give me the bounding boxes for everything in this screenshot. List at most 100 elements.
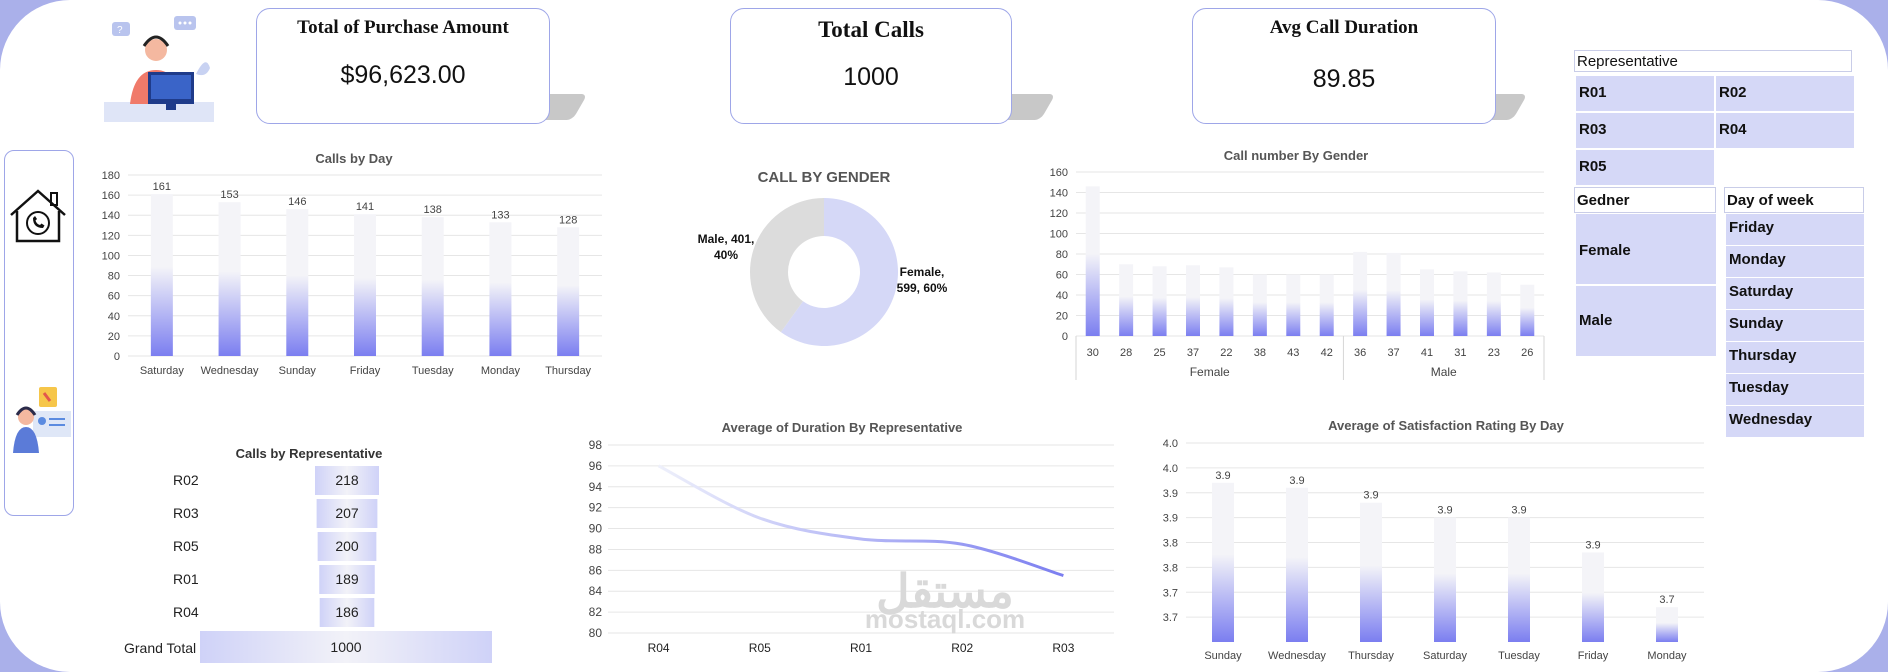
kpi-calls-card: Total Calls 1000	[730, 8, 1012, 124]
bar	[218, 202, 241, 356]
bar	[1420, 269, 1434, 336]
data-bar	[315, 466, 379, 495]
data-label: 40%	[714, 248, 738, 262]
slicer-item-sunday[interactable]: Sunday	[1726, 310, 1864, 341]
home-phone-icon[interactable]	[7, 185, 69, 247]
y-tick-label: 0	[114, 351, 120, 363]
kpi-duration-title: Avg Call Duration	[1269, 17, 1419, 38]
group-label: Male	[1431, 365, 1457, 379]
y-tick-label: 92	[589, 501, 603, 515]
data-label: 3.9	[1511, 505, 1526, 517]
kpi-purchase-value: $96,623.00	[340, 61, 466, 89]
slicer-item-tuesday[interactable]: Tuesday	[1726, 374, 1864, 405]
kpi-duration-card: Avg Call Duration 89.85	[1192, 8, 1496, 124]
call-by-gender-chart: CALL BY GENDER Male, 401, 40% Female, 599, 6…	[698, 169, 948, 346]
y-tick-label: 3.7	[1163, 612, 1178, 624]
x-tick-label: Friday	[1578, 650, 1609, 662]
data-label: Female,	[900, 265, 945, 279]
row-value: 186	[335, 604, 359, 620]
x-tick-label: 30	[1087, 347, 1099, 359]
day-slicer-title: Day of week	[1724, 187, 1864, 213]
kpi-purchase-card: Total of Purchase Amount $96,623.00	[256, 8, 550, 124]
x-tick-label: Sunday	[1204, 650, 1242, 662]
row-label: R05	[173, 538, 199, 554]
data-bar	[200, 631, 492, 663]
calls-by-representative-table: Calls by Representative R02 218 R03 207 R05 20…	[124, 446, 492, 663]
chart-title: CALL BY GENDER	[758, 169, 891, 186]
kpi-calls-title: Total Calls	[818, 17, 924, 42]
chart-title: Call number By Gender	[1224, 148, 1368, 163]
slicer-item-r02[interactable]: R02	[1716, 76, 1854, 111]
bar	[1319, 274, 1334, 336]
slicer-item-r01[interactable]: R01	[1576, 76, 1714, 111]
slicer-item-saturday[interactable]: Saturday	[1726, 278, 1864, 309]
gender-slicer-title: Gedner	[1574, 187, 1716, 213]
y-tick-label: 40	[1056, 290, 1068, 302]
row-value: 200	[335, 538, 359, 554]
data-bar	[317, 532, 377, 561]
y-tick-label: 100	[1050, 229, 1068, 241]
x-tick-label: 36	[1354, 347, 1366, 359]
slicer-item-r05[interactable]: R05	[1576, 150, 1714, 185]
avg-satisfaction-by-day-chart: Average of Satisfaction Rating By Day 3.7…	[1163, 418, 1704, 662]
x-tick-label: R04	[648, 641, 670, 655]
y-tick-label: 84	[589, 584, 603, 598]
data-label: 3.9	[1437, 505, 1452, 517]
slicer-item-friday[interactable]: Friday	[1726, 214, 1864, 245]
data-label: 161	[153, 181, 171, 193]
x-tick-label: Saturday	[1423, 650, 1468, 662]
call-number-by-gender-chart: Call number By Gender 0 20 40 60 80 100 120 140 1…	[1050, 148, 1545, 380]
x-tick-label: 22	[1220, 347, 1232, 359]
bar	[150, 194, 173, 356]
bar	[1286, 487, 1308, 642]
data-label: 3.7	[1659, 594, 1674, 606]
y-tick-label: 160	[1050, 167, 1068, 179]
data-label: 138	[424, 204, 442, 216]
x-tick-label: 41	[1421, 347, 1433, 359]
bar	[354, 214, 376, 356]
bar	[1119, 264, 1134, 336]
x-tick-label: 37	[1187, 347, 1199, 359]
bar	[1582, 552, 1604, 642]
y-tick-label: 20	[108, 331, 120, 343]
y-tick-label: 4.0	[1163, 463, 1178, 475]
watermark: مستقل mostaql.com	[850, 568, 1040, 632]
row-label: R03	[173, 505, 199, 521]
kpi-duration-value: 89.85	[1312, 65, 1376, 93]
x-tick-label: 26	[1521, 347, 1533, 359]
y-tick-label: 0	[1062, 331, 1068, 343]
x-tick-label: Thursday	[545, 365, 591, 377]
slicer-item-thursday[interactable]: Thursday	[1726, 342, 1864, 373]
y-tick-label: 120	[102, 230, 120, 242]
bar	[1520, 284, 1535, 336]
x-tick-label: Wednesday	[201, 365, 259, 377]
kpi-purchase-title: Total of Purchase Amount	[297, 17, 509, 38]
bar	[1152, 266, 1167, 336]
bar	[1085, 186, 1100, 336]
slicer-item-r04[interactable]: R04	[1716, 113, 1854, 148]
data-label: 128	[559, 214, 577, 226]
side-panel	[4, 150, 74, 516]
support-agent-icon: ?	[104, 16, 214, 122]
y-tick-label: 88	[589, 542, 603, 556]
x-tick-label: Saturday	[140, 365, 185, 377]
slicer-item-male[interactable]: Male	[1576, 286, 1716, 356]
kpi-calls-value: 1000	[843, 63, 899, 91]
y-tick-label: 160	[102, 190, 120, 202]
x-tick-label: 23	[1488, 347, 1500, 359]
slicer-item-monday[interactable]: Monday	[1726, 246, 1864, 277]
chart-title: Calls by Day	[315, 151, 393, 166]
chart-title: Average of Satisfaction Rating By Day	[1328, 418, 1565, 433]
x-tick-label: 31	[1454, 347, 1466, 359]
slicer-item-r03[interactable]: R03	[1576, 113, 1714, 148]
bar	[1386, 252, 1401, 336]
y-tick-label: 90	[589, 522, 603, 536]
x-tick-label: Friday	[350, 365, 381, 377]
pie-slice	[780, 198, 898, 346]
x-tick-label: 38	[1254, 347, 1266, 359]
y-tick-label: 4.0	[1163, 438, 1178, 450]
slicer-item-wednesday[interactable]: Wednesday	[1726, 406, 1864, 437]
slicer-item-female[interactable]: Female	[1576, 214, 1716, 284]
bar	[1252, 274, 1267, 336]
